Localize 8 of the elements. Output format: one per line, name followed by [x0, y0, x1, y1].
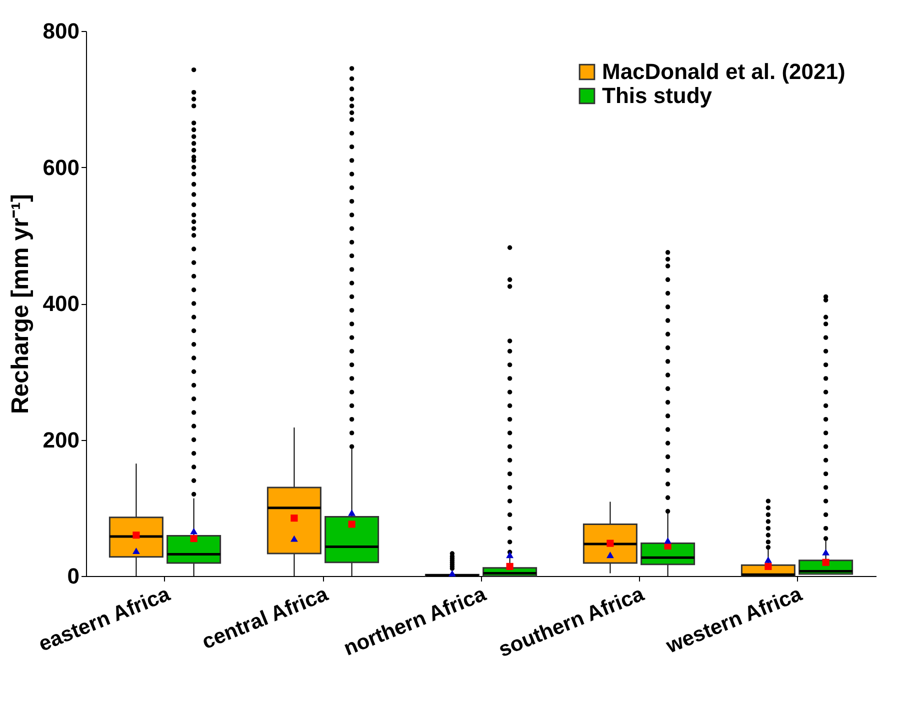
y-axis-title: Recharge [mm yr⁻¹]	[6, 194, 34, 414]
y-tick-label: 0	[67, 564, 80, 588]
y-tick-label: 800	[42, 18, 80, 44]
y-tick-label: 200	[42, 427, 80, 452]
y-tick-label: 600	[42, 154, 80, 180]
legend-label: MacDonald et al. (2021)	[602, 59, 846, 84]
legend-label: This study	[602, 83, 713, 108]
y-tick-label: 400	[42, 291, 80, 316]
